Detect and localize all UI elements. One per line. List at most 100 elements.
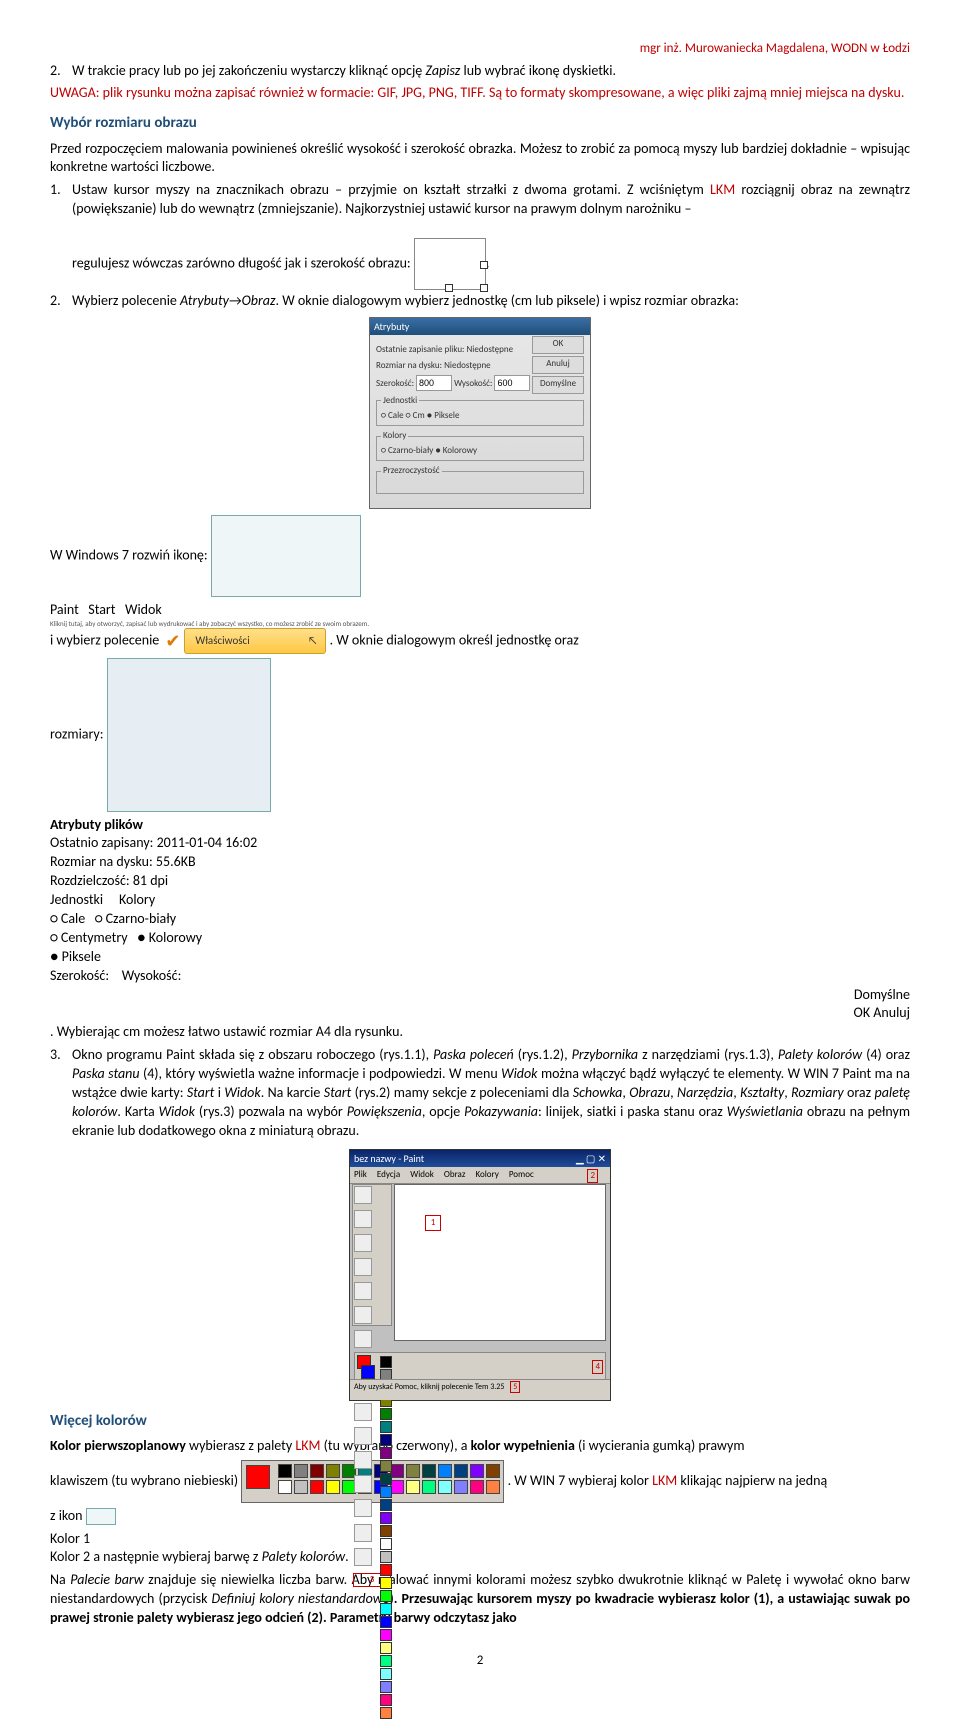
text: Ustaw kursor myszy na znacznikach obrazu… [72,181,710,198]
tool-icon[interactable] [354,1258,372,1276]
menu-item[interactable]: Pomoc [509,1169,534,1180]
text-italic: Definiuj kolory niestandardowe [212,1590,390,1607]
default-button[interactable]: Domyślne [532,376,584,394]
height-label: Wysokość: [454,378,492,389]
tool-icon[interactable] [354,1306,372,1324]
ok-button[interactable]: OK [532,336,584,354]
text-italic: Zapisz [425,62,460,79]
item-text: Ustaw kursor myszy na znacznikach obrazu… [72,181,910,290]
inline-color-palette [241,1460,504,1503]
unit-cm[interactable]: Cm [413,410,425,421]
transparency-fieldset: Przezroczystość [376,465,584,494]
menu-item[interactable]: Obraz [444,1169,466,1180]
unit-inches[interactable]: Cale [388,410,404,421]
tool-icon[interactable] [354,1210,372,1228]
tool-icon[interactable] [354,1282,372,1300]
section-title-colors: Więcej kolorów [50,1411,910,1431]
colors-para-3: z ikon [50,1507,910,1526]
width-label: Szerokość: [376,378,414,389]
cancel-button[interactable]: Anuluj [532,356,584,374]
paint-color-palette: 4 [354,1352,606,1382]
colors-fieldset: Kolory ○ Czarno-biały ● Kolorowy [376,430,584,461]
color-icons-pair [86,1508,116,1525]
marker-5: 5 [510,1381,520,1393]
text: Wybierz polecenie [72,292,180,309]
text-bold: Kolor pierwszoplanowy [50,1437,186,1454]
item-text: W trakcie pracy lub po jej zakończeniu w… [72,62,910,81]
tool-icon[interactable] [354,1548,372,1566]
text-italic: Atrybuty [180,292,229,309]
unit-pixels[interactable]: Piksele [62,948,101,965]
current-fg-swatch [246,1465,270,1489]
text-italic: Palety kolorów [262,1548,346,1565]
unit-pixels[interactable]: Piksele [434,410,459,421]
page-header-author: mgr inż. Murowaniecka Magdalena, WODN w … [50,40,910,58]
color-color[interactable]: Kolorowy [149,929,202,946]
text: . W oknie dialogowym określ jednostkę or… [330,631,579,648]
default-button[interactable]: Domyślne [854,986,910,1003]
paint-window-diagram: bez nazwy - Paint ▁ ▢ ✕ Plik Edycja Wido… [349,1149,611,1401]
tool-icon[interactable] [354,1475,372,1493]
text: . Wybierając cm możesz łatwo ustawić roz… [50,1023,403,1040]
text: wybierasz z palety [186,1437,296,1454]
menu-item[interactable]: Kolory [475,1169,498,1180]
text-italic: Palecie barw [70,1571,144,1588]
menu-item[interactable]: Edycja [377,1169,400,1180]
width-label: Szerokość: [50,967,109,984]
resize-handle-diagram [414,238,486,290]
tool-icon[interactable] [354,1330,372,1348]
text: . [345,1548,349,1565]
paint-title: bez nazwy - Paint [354,1152,424,1166]
section-title-size: Wybór rozmiaru obrazu [50,113,910,133]
size-para1: Przed rozpoczęciem malowania powinieneś … [50,140,910,178]
text: z ikon [50,1507,86,1524]
dialog-info: Ostatnio zapisany: 2011-01-04 16:02 [50,834,910,853]
units-fieldset: Jednostki ○ Cale ○ Cm ● Piksele [376,395,584,426]
color-color[interactable]: Kolorowy [443,445,477,456]
height-input[interactable] [494,375,530,391]
window-controls-icon: ▁ ▢ ✕ [576,1152,606,1166]
colors-para-2: klawiszem (tu wybrano niebieski) . W WIN… [50,1460,910,1503]
text: lub wybrać ikonę dyskietki. [460,62,616,79]
color-bw[interactable]: Czarno-biały [388,445,433,456]
paint-menubar: Plik Edycja Widok Obraz Kolory Pomoc 2 [350,1167,610,1184]
item-text: Okno programu Paint składa się z obszaru… [72,1046,910,1140]
cancel-button[interactable]: Anuluj [873,1004,910,1021]
height-label: Wysokość: [122,967,182,984]
tool-icon[interactable] [354,1403,372,1421]
text-lkm: LKM [295,1437,320,1454]
uwaga-label: UWAGA: [50,84,99,101]
unit-inches[interactable]: Cale [61,910,85,927]
marker-2: 2 [587,1169,598,1183]
icon-label: Kolor 1 [50,1530,90,1547]
text: i wybierz polecenie [50,631,162,648]
win7-properties-dialog [107,658,271,812]
text-lkm: LKM [652,1472,677,1489]
attributes-dialog: Atrybuty OK Anuluj Domyślne Ostatnie zap… [369,317,591,509]
arrow: → [229,292,242,309]
properties-button[interactable]: ✔ Właściwości ↖ [184,628,326,654]
menu-widok: Widok [125,601,162,618]
win7-paragraph: W Windows 7 rozwiń ikonę: [50,515,910,597]
units-label: Jednostki [50,891,103,908]
menu-item[interactable]: Widok [410,1169,434,1180]
width-input[interactable] [416,375,452,391]
tool-icon[interactable] [354,1524,372,1542]
ok-button[interactable]: OK [854,1004,871,1021]
transparency-legend: Przezroczystość [381,465,442,477]
color-bw[interactable]: Czarno-biały [106,910,176,927]
colors-para-1: Kolor pierwszoplanowy wybierasz z palety… [50,1437,910,1456]
text: a następnie wybieraj barwę z [93,1548,261,1565]
menu-item[interactable]: Plik [354,1169,367,1180]
tool-icon[interactable] [354,1186,372,1204]
tool-icon[interactable] [354,1499,372,1517]
text: Na [50,1571,70,1588]
tool-icon[interactable] [354,1427,372,1445]
properties-label: Właściwości [195,634,249,647]
unit-cm[interactable]: Centymetry [61,929,128,946]
dialog-titlebar: Atrybuty [370,318,590,336]
text: klikając najpierw na jedną [677,1472,827,1489]
tool-icon[interactable] [354,1234,372,1252]
tool-icon[interactable] [354,1451,372,1469]
check-icon: ✔ [165,629,180,653]
